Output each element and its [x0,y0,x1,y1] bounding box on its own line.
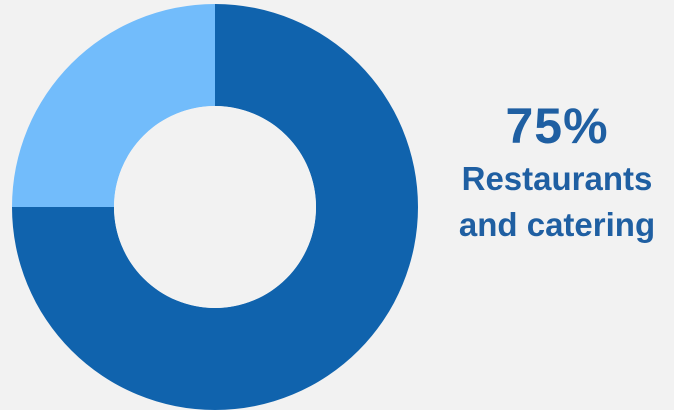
callout-percentage: 75% [505,98,609,154]
donut-slice-remainder [12,4,215,207]
donut-slice-restaurants-catering [12,4,418,410]
callout-label-line-1: Restaurants [461,160,653,197]
callout: 75% Restaurants and catering [440,96,674,248]
donut-hole [114,106,316,308]
donut-chart [12,4,418,410]
callout-label-line-2: and catering [458,206,656,243]
